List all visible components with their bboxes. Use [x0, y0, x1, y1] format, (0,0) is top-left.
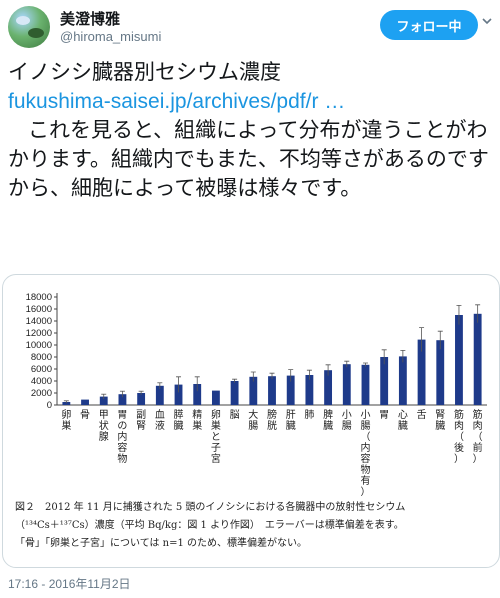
category-label: 心臓: [398, 409, 408, 432]
bar: [230, 381, 239, 405]
avatar[interactable]: [8, 6, 50, 48]
bar: [324, 370, 333, 405]
caption-line: （¹³⁴Cs＋¹³⁷Cs）濃度（平均 Bq/kg：図 1 より作図） エラーバー…: [15, 520, 404, 531]
bar: [361, 364, 370, 405]
figure-caption: 図２ 2012 年 11 月に捕獲された 5 頭のイノシシにおける各臓器中の放射…: [15, 499, 495, 553]
y-tick-label: 6000: [31, 364, 52, 375]
y-tick-label: 0: [47, 400, 52, 411]
bar: [305, 375, 314, 405]
bar: [193, 384, 202, 405]
category-label: 精巣: [192, 408, 202, 432]
category-label: 脾臓: [323, 408, 333, 432]
bar: [268, 376, 276, 405]
chevron-down-icon[interactable]: [482, 16, 492, 26]
y-tick-label: 8000: [31, 352, 52, 363]
bar: [99, 396, 108, 405]
tweet-text: イノシシ臓器別セシウム濃度 fukushima-saisei.jp/archiv…: [8, 58, 496, 203]
timestamp[interactable]: 17:16 - 2016年11月2日: [8, 577, 131, 591]
category-label: 筋肉（後）: [454, 408, 464, 465]
bar: [455, 315, 463, 405]
bar: [342, 364, 351, 405]
category-label: 大腸: [248, 408, 258, 432]
category-label: 膵臓: [174, 409, 184, 432]
category-label: 甲状腺: [99, 410, 109, 443]
following-button[interactable]: フォロー中: [380, 10, 478, 40]
bar: [286, 375, 295, 405]
user-handle[interactable]: @hiroma_misumi: [60, 29, 162, 44]
bar: [473, 313, 482, 405]
category-label: 血液: [155, 408, 165, 432]
y-tick-label: 16000: [26, 304, 52, 315]
display-name[interactable]: 美澄博雅: [60, 10, 121, 28]
category-label: 副腎: [136, 409, 146, 432]
bar: [249, 376, 258, 405]
bar: [155, 385, 164, 405]
bar: [137, 393, 146, 405]
bar-chart: 0200040006000800010000120001400016000180…: [26, 292, 487, 498]
y-tick-label: 12000: [26, 328, 52, 339]
y-tick-label: 10000: [26, 340, 52, 351]
y-tick-label: 2000: [31, 388, 52, 399]
bar: [380, 357, 389, 405]
category-label: 筋肉（前）: [473, 408, 483, 465]
category-label: 肺: [304, 409, 314, 421]
bar: [417, 339, 426, 405]
category-label: 膀胱: [267, 408, 277, 432]
category-label: 脳: [230, 409, 240, 421]
attached-figure[interactable]: 0 2000 4000 6000 8000 10000 12000 14000 16000 180…: [2, 274, 500, 568]
category-label: 骨: [80, 409, 90, 421]
bar: [118, 394, 127, 405]
tweet-link[interactable]: fukushima-saisei.jp/archives/pdf/r …: [8, 90, 346, 113]
tweet-header: 美澄博雅 @hiroma_misumi フォロー中: [8, 6, 492, 50]
category-label: 小腸: [342, 409, 352, 432]
tweet-title: イノシシ臓器別セシウム濃度: [8, 60, 281, 84]
bar: [436, 340, 445, 405]
caption-line: 「骨」「卵巣と子宮」については n=1 のため、標準偏差がない。: [15, 538, 308, 549]
category-label: 胃の内容物: [117, 409, 127, 465]
category-label: 腎臓: [435, 409, 445, 432]
y-tick-label: 14000: [26, 316, 52, 327]
y-tick-label: 4000: [31, 376, 52, 387]
tweet-body: これを見ると、組織によって分布が違うことがわかります。組織内でもまた、不均等さが…: [8, 118, 489, 200]
y-tick-label: 18000: [26, 292, 52, 303]
bar: [81, 399, 89, 405]
category-label: 卵巣と子宮: [211, 409, 221, 465]
category-label: 胃: [379, 409, 389, 421]
category-label: 小腸（内容物有）: [360, 409, 370, 498]
caption-line: 図２ 2012 年 11 月に捕獲された 5 頭のイノシシにおける各臓器中の放射…: [15, 502, 406, 513]
category-label: 舌: [417, 409, 427, 421]
bar: [174, 384, 183, 405]
bar: [211, 390, 220, 405]
category-label: 肝臓: [286, 409, 296, 432]
bar: [62, 402, 71, 405]
category-label: 卵巣: [61, 409, 71, 432]
bar: [398, 356, 407, 405]
